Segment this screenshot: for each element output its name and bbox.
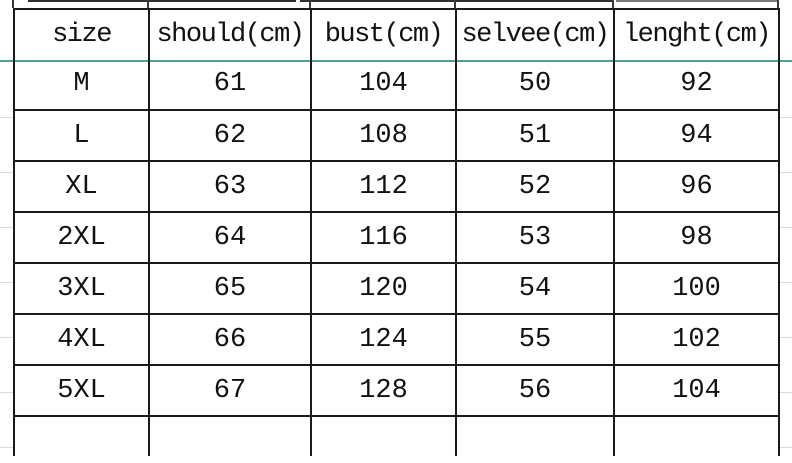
value-cell: 104 [310,59,457,111]
margin-gridline [0,172,13,173]
table-row-l: L 62 108 51 94 [13,109,780,162]
table-row-m: M 61 104 50 92 [13,59,780,111]
margin-gridline [779,172,792,173]
value-cell: 65 [148,262,312,315]
column-header-should: should(cm) [148,8,312,59]
margin-gridline [0,392,13,393]
value-cell: 64 [148,211,312,264]
value-cell: 116 [310,211,457,264]
top-edge-artifact [300,0,612,2]
margin-gridline [779,227,792,228]
value-cell: 54 [455,262,615,315]
empty-cell [310,415,457,456]
value-cell: 94 [613,109,780,162]
margin-gridline [779,117,792,118]
value-cell: 53 [455,211,615,264]
table-row-4xl: 4XL 66 124 55 102 [13,313,780,366]
empty-cell [148,415,312,456]
value-cell: 62 [148,109,312,162]
value-cell: 52 [455,160,615,213]
value-cell: 102 [613,313,780,366]
value-cell: 67 [148,364,312,417]
size-cell: 4XL [13,313,150,366]
margin-gridline [779,282,792,283]
size-cell: L [13,109,150,162]
header-row: size should(cm) bust(cm) selvee(cm) leng… [13,8,780,59]
value-cell: 96 [613,160,780,213]
margin-gridline [779,337,792,338]
empty-cell [613,415,780,456]
margin-gridline [779,447,792,448]
top-edge-artifact [28,0,296,2]
size-cell: 5XL [13,364,150,417]
value-cell: 100 [613,262,780,315]
value-cell: 108 [310,109,457,162]
top-edge-artifact [454,0,456,8]
value-cell: 66 [148,313,312,366]
value-cell: 120 [310,262,457,315]
value-cell: 104 [613,364,780,417]
column-header-size: size [13,8,150,59]
table-row-3xl: 3XL 65 120 54 100 [13,262,780,315]
table-row-xl: XL 63 112 52 96 [13,160,780,213]
margin-gridline [779,392,792,393]
margin-gridline [0,282,13,283]
margin-gridline [0,447,13,448]
table-row-cropped [13,415,780,456]
value-cell: 56 [455,364,615,417]
top-edge-artifact [309,0,311,8]
value-cell: 112 [310,160,457,213]
top-edge-artifact [777,0,779,8]
value-cell: 92 [613,59,780,111]
size-chart-table: size should(cm) bust(cm) selvee(cm) leng… [13,8,780,456]
value-cell: 51 [455,109,615,162]
top-edge-artifact [12,0,14,8]
value-cell: 61 [148,59,312,111]
margin-gridline [0,337,13,338]
size-cell: M [13,59,150,111]
value-cell: 128 [310,364,457,417]
column-header-bust: bust(cm) [310,8,457,59]
top-edge-artifact [147,0,149,8]
value-cell: 50 [455,59,615,111]
top-edge-artifact [612,0,614,8]
value-cell: 63 [148,160,312,213]
margin-gridline [0,227,13,228]
value-cell: 55 [455,313,615,366]
empty-cell [13,415,150,456]
top-edge-artifact [616,0,778,2]
value-cell: 124 [310,313,457,366]
value-cell: 98 [613,211,780,264]
column-header-lenght: lenght(cm) [613,8,780,59]
size-cell: 2XL [13,211,150,264]
empty-cell [455,415,615,456]
size-cell: 3XL [13,262,150,315]
column-header-selvee: selvee(cm) [455,8,615,59]
size-cell: XL [13,160,150,213]
margin-gridline [0,117,13,118]
table-row-2xl: 2XL 64 116 53 98 [13,211,780,264]
table-row-5xl: 5XL 67 128 56 104 [13,364,780,417]
